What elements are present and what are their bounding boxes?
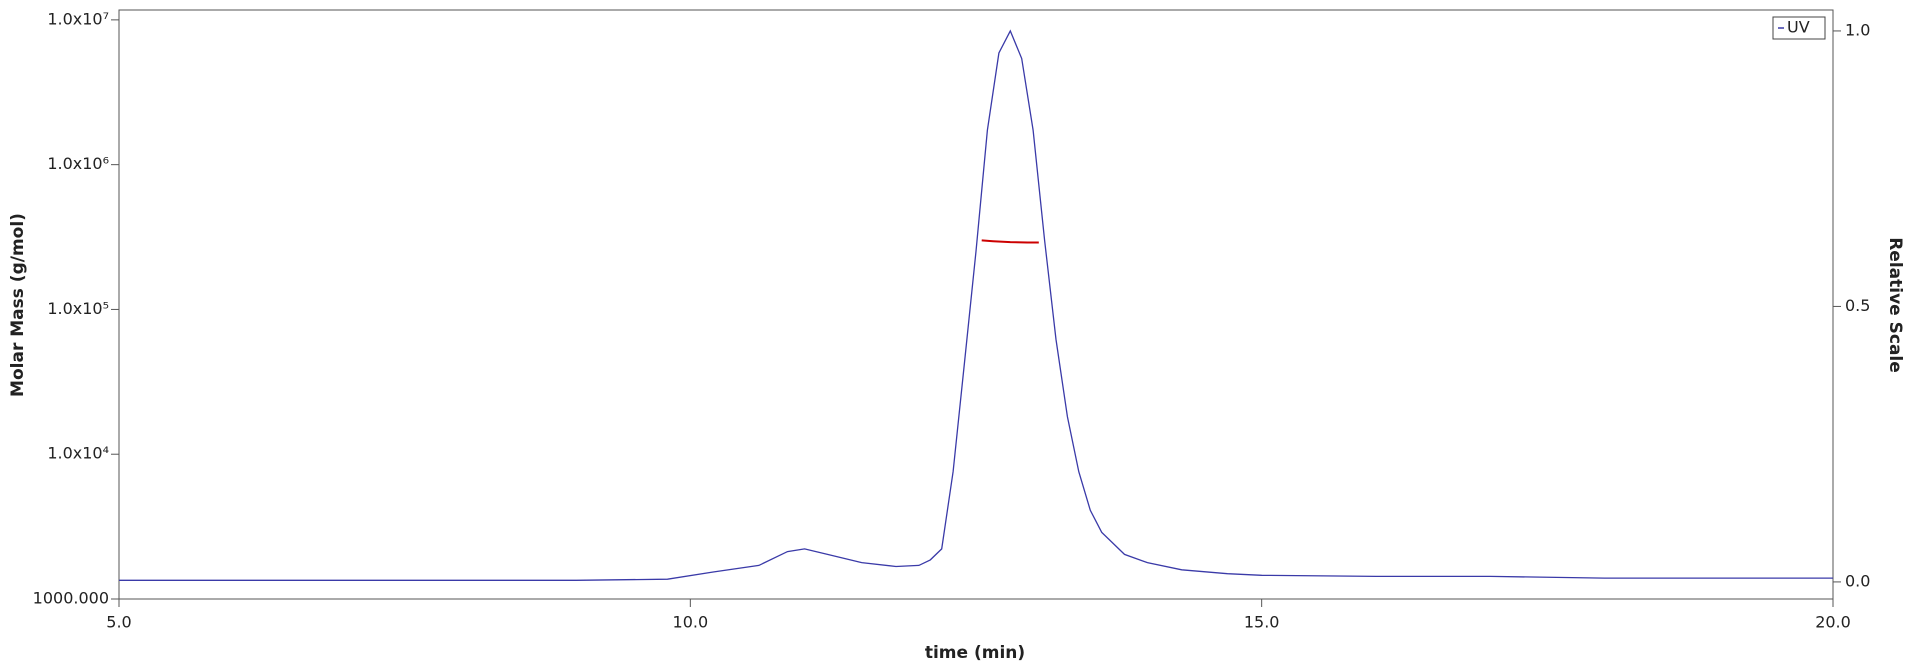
y2-tick-label: 1.0 [1845,20,1870,39]
y2-axis-title: Relative Scale [1885,237,1905,373]
y-tick-label: 1.0x10⁷ [47,9,109,28]
y-axis-title: Molar Mass (g/mol) [8,213,28,397]
y-tick-label: 1.0x10⁶ [47,154,109,173]
y-tick-label: 1.0x10⁴ [47,444,109,463]
x-tick-label: 5.0 [106,613,131,632]
legend-box [1772,16,1826,40]
x-tick-label: 15.0 [1244,613,1280,632]
data-line [981,239,1039,244]
plot-frame [118,9,1834,600]
x-tick-label: 10.0 [673,613,709,632]
legend-label: UV [1787,18,1810,37]
y-tick-label: 1.0x10⁵ [47,299,109,318]
y2-tick-label: 0.0 [1845,571,1870,590]
x-tick-label: 20.0 [1815,613,1851,632]
y-tick-label: 1000.000 [33,589,109,608]
x-axis-title: time (min) [925,643,1025,663]
data-line [119,29,1833,581]
y2-tick-label: 0.5 [1845,296,1870,315]
